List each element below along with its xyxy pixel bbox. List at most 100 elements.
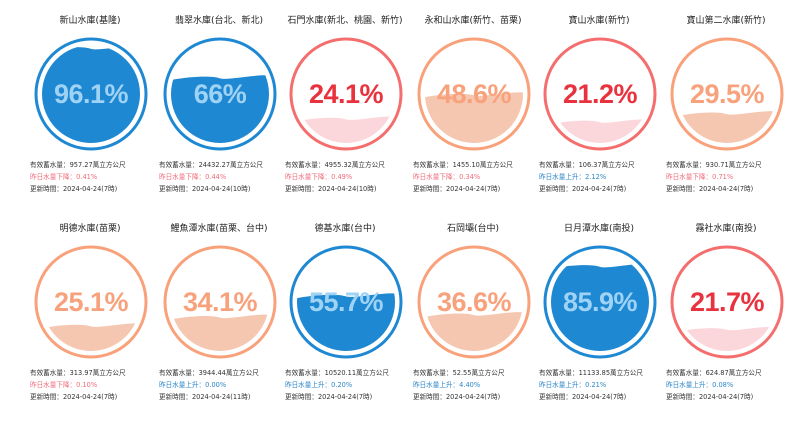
reservoir-info: 有效蓄水量：11133.85萬立方公尺 昨日水量上升：0.21% 更新時間：2024… xyxy=(537,367,661,404)
updated-prefix: 更新時間： xyxy=(666,393,699,402)
updated-line: 更新時間：2024-04-24(10時) xyxy=(159,183,281,195)
water-level-gauge: 34.1% xyxy=(161,243,279,361)
storage-prefix: 有效蓄水量： xyxy=(539,369,579,377)
updated-value: 2024-04-24(7時) xyxy=(571,393,627,402)
change-value: 0.71% xyxy=(712,173,734,182)
gauge-ring xyxy=(34,37,148,151)
reservoir-card[interactable]: 日月潭水庫(南投) 85.9% 有效蓄水量：11133.85萬立方公尺 昨日水量上升：… xyxy=(537,222,661,404)
percent-label: 66% xyxy=(193,78,247,109)
storage-line: 有效蓄水量：313.97萬立方公尺 xyxy=(30,367,152,379)
updated-prefix: 更新時間： xyxy=(539,393,572,402)
reservoir-info: 有效蓄水量：3944.44萬立方公尺昨日水量上升：0.00% 更新時間：2024-… xyxy=(157,367,281,404)
reservoir-card[interactable]: 德基水庫(台中) 55.7% 有效蓄水量：10520.11萬立方公尺 昨日水量上升：0… xyxy=(283,222,407,404)
change-label: 昨日水量下降： xyxy=(30,173,77,182)
updated-prefix: 更新時間： xyxy=(539,185,572,194)
reservoir-info: 有效蓄水量：4955.32萬立方公尺 昨日水量下降：0.49% 更新時間：2024-… xyxy=(283,159,407,196)
updated-line: 更新時間：2024-04-24(11時) xyxy=(159,391,281,403)
updated-line: 更新時間：2024-04-24(7時) xyxy=(666,391,788,403)
reservoir-card[interactable]: 永和山水庫(新竹、苗栗) 48.6% 有效蓄水量：1455.10萬立方公尺 昨日水量下… xyxy=(411,14,535,196)
reservoir-card[interactable]: 霧社水庫(南投) 21.7% 有效蓄水量：624.87萬立方公尺 昨日水量上升：0.0… xyxy=(664,222,788,404)
storage-line: 有效蓄水量：624.87萬立方公尺 xyxy=(666,367,788,379)
updated-line: 更新時間：2024-04-24(7時) xyxy=(285,391,407,403)
reservoir-card[interactable]: 寶山水庫(新竹) 21.2% 有效蓄水量：106.37萬立方公尺 昨日水量上升：2.1… xyxy=(537,14,661,196)
reservoir-name: 新山水庫(基隆) xyxy=(59,16,121,26)
updated-prefix: 更新時間： xyxy=(285,185,318,194)
percent-label: 55.7% xyxy=(308,286,384,317)
updated-value: 2024-04-24(7時) xyxy=(571,185,627,194)
reservoir-name: 德基水庫(台中) xyxy=(314,224,376,234)
updated-line: 更新時間：2024-04-24(7時) xyxy=(30,183,152,195)
updated-prefix: 更新時間： xyxy=(285,393,318,402)
gauge-ring xyxy=(163,37,277,151)
change-line: 昨日水量上升：0.00% xyxy=(159,379,281,391)
reservoir-name: 石門水庫(新北、桃園、新竹) xyxy=(287,16,403,26)
gauge-ring xyxy=(34,245,148,359)
reservoir-card[interactable]: 石門水庫(新北、桃園、新竹) 24.1% 有效蓄水量：4955.32萬立方公尺 昨日水… xyxy=(283,14,407,196)
change-line: 昨日水量上升：0.20% xyxy=(285,379,407,391)
storage-line: 有效蓄水量：4955.32萬立方公尺 xyxy=(285,159,407,171)
percent-label: 34.1% xyxy=(182,286,258,317)
water-level-gauge: 66% xyxy=(161,35,279,153)
percent-label: 48.6% xyxy=(436,78,512,109)
change-line: 昨日水量上升：4.40% xyxy=(413,379,535,391)
change-label: 昨日水量下降： xyxy=(159,173,206,182)
reservoir-card[interactable]: 新山水庫(基隆) 96.1% 有效蓄水量：957.27萬立方公尺 昨日水量下降：0.4… xyxy=(28,14,152,196)
change-label: 昨日水量上升： xyxy=(666,381,713,390)
gauge-ring xyxy=(543,37,657,151)
change-value: 0.00% xyxy=(205,381,227,390)
change-label: 昨日水量上升： xyxy=(285,381,332,390)
storage-line: 有效蓄水量：1455.10萬立方公尺 xyxy=(413,159,535,171)
storage-value: 624.87 xyxy=(705,369,729,377)
change-value: 0.34% xyxy=(459,173,481,182)
updated-line: 更新時間：2024-04-24(7時) xyxy=(539,391,661,403)
reservoir-name: 鯉魚潭水庫(苗栗、台中) xyxy=(170,224,268,234)
reservoir-card[interactable]: 翡翠水庫(台北、新北) 66% 有效蓄水量：24432.27萬立方公尺 昨日水量下降：… xyxy=(157,14,281,196)
reservoir-card[interactable]: 鯉魚潭水庫(苗栗、台中) 34.1% 有效蓄水量：3944.44萬立方公尺昨日水量上… xyxy=(157,222,281,404)
gauge-ring xyxy=(670,37,784,151)
percent-label: 85.9% xyxy=(562,286,638,317)
updated-value: 2024-04-24(7時) xyxy=(62,393,118,402)
updated-prefix: 更新時間： xyxy=(413,185,446,194)
updated-value: 2024-04-24(11時) xyxy=(191,393,251,402)
reservoir-info: 有效蓄水量：106.37萬立方公尺 昨日水量上升：2.12% 更新時間：2024-0… xyxy=(537,159,661,196)
storage-prefix: 有效蓄水量： xyxy=(159,369,199,377)
storage-unit: 萬立方公尺 xyxy=(471,369,505,377)
storage-value: 3944.44 xyxy=(198,369,226,377)
reservoir-info: 有效蓄水量：1455.10萬立方公尺 昨日水量下降：0.34% 更新時間：2024-… xyxy=(411,159,535,196)
change-line: 昨日水量上升：0.08% xyxy=(666,379,788,391)
reservoir-name: 明德水庫(苗栗) xyxy=(59,224,121,234)
change-value: 0.41% xyxy=(76,173,98,182)
reservoir-card[interactable]: 明德水庫(苗栗) 25.1% 有效蓄水量：313.97萬立方公尺 昨日水量下降：0.1… xyxy=(28,222,152,404)
reservoir-name: 石岡壩(台中) xyxy=(446,224,500,234)
storage-line: 有效蓄水量：10520.11萬立方公尺 xyxy=(285,367,407,379)
storage-value: 52.55 xyxy=(452,369,472,377)
storage-prefix: 有效蓄水量： xyxy=(666,369,706,377)
change-label: 昨日水量下降： xyxy=(285,173,332,182)
reservoir-info: 有效蓄水量：52.55萬立方公尺 昨日水量上升：4.40% 更新時間：2024-04… xyxy=(411,367,535,404)
gauge-ring xyxy=(417,245,531,359)
storage-value: 930.71 xyxy=(705,161,729,169)
change-value: 0.21% xyxy=(585,381,607,390)
reservoir-card[interactable]: 石岡壩(台中) 36.6% 有效蓄水量：52.55萬立方公尺 昨日水量上升：4.40%… xyxy=(411,222,535,404)
storage-unit: 萬立方公尺 xyxy=(601,161,635,169)
storage-value: 11133.85 xyxy=(578,369,611,377)
updated-prefix: 更新時間： xyxy=(413,393,446,402)
updated-value: 2024-04-24(7時) xyxy=(445,185,501,194)
reservoir-card[interactable]: 寶山第二水庫(新竹) 29.5% 有效蓄水量：930.71萬立方公尺 昨日水量下降：0… xyxy=(664,14,788,196)
percent-label: 21.7% xyxy=(689,286,765,317)
updated-value: 2024-04-24(7時) xyxy=(698,393,754,402)
storage-unit: 萬立方公尺 xyxy=(225,369,259,377)
storage-line: 有效蓄水量：24432.27萬立方公尺 xyxy=(159,159,281,171)
storage-unit: 萬立方公尺 xyxy=(92,369,126,377)
water-fill xyxy=(42,45,140,143)
storage-prefix: 有效蓄水量： xyxy=(413,369,453,377)
updated-line: 更新時間：2024-04-24(7時) xyxy=(666,183,788,195)
change-line: 昨日水量下降：0.34% xyxy=(413,171,535,183)
updated-value: 2024-04-24(10時) xyxy=(191,185,251,194)
storage-unit: 萬立方公尺 xyxy=(356,369,389,377)
water-level-gauge: 48.6% xyxy=(415,35,533,153)
reservoir-name: 永和山水庫(新竹、苗栗) xyxy=(424,16,522,26)
gauge-ring xyxy=(163,245,277,359)
updated-value: 2024-04-24(10時) xyxy=(317,185,377,194)
